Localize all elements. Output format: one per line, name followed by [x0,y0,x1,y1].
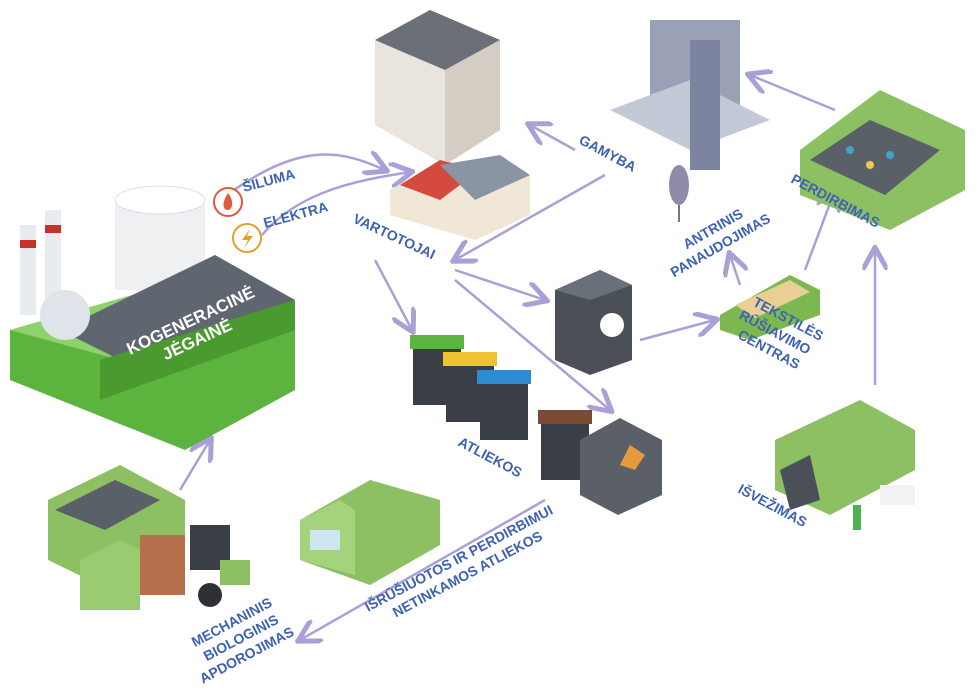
mbt-plant [48,465,250,610]
factory [610,20,770,170]
textile-container [555,270,632,375]
label-electricity: ELEKTRA [262,198,330,231]
label-production: GAMYBA [577,132,639,175]
recycling-plant [800,90,965,230]
power-icon [233,224,261,252]
heat-icon [214,188,242,216]
mannequin [669,165,689,222]
diagram: ŠILUMA ELEKTRA KOGENERACINĖ JĖGAINĖ GAMY… [0,0,977,694]
label-waste: ATLIEKOS [456,434,525,481]
buildings [375,10,530,240]
